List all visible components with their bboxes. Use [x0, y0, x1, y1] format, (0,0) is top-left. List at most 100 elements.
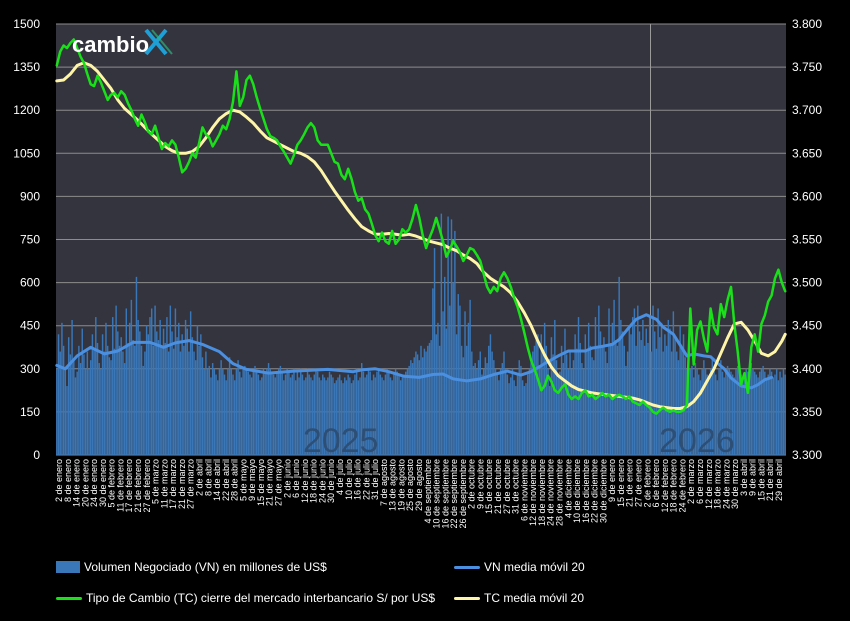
- volume-bar: [411, 363, 414, 455]
- volume-bar: [482, 368, 485, 455]
- left-tick-label: 300: [20, 362, 40, 376]
- volume-bar: [386, 368, 388, 455]
- volume-bar: [593, 360, 595, 455]
- x-tick-label: 2 de abril: [195, 459, 205, 496]
- volume-bar: [460, 345, 463, 455]
- x-tick-label: 25 de agosto: [405, 459, 415, 511]
- volume-bar: [504, 368, 507, 455]
- x-tick-label: 9 de abril: [748, 459, 758, 496]
- volume-bar: [261, 377, 263, 455]
- volume-bar: [457, 294, 459, 455]
- x-tick-label: 2 de octubre: [467, 459, 477, 509]
- volume-bar: [403, 374, 405, 455]
- volume-bar: [112, 317, 114, 455]
- volume-bar: [515, 386, 517, 455]
- volume-bar: [752, 368, 754, 455]
- x-tick-label: 22 de abril: [221, 459, 231, 501]
- volume-bar: [738, 371, 741, 455]
- volume-bar: [433, 248, 436, 455]
- volume-bar: [472, 365, 475, 455]
- x-tick-label: 19 de agosto: [396, 459, 406, 511]
- volume-bar: [466, 345, 468, 455]
- volume-bar: [399, 380, 402, 455]
- x-tick-label: 7 de agosto: [379, 459, 389, 506]
- volume-bar: [528, 368, 531, 455]
- legend-bars-label: Volumen Negociado (VN) en millones de US…: [84, 560, 327, 574]
- x-tick-label: 14 de abril: [212, 459, 222, 501]
- volume-bar: [489, 334, 492, 455]
- volume-bar: [654, 331, 656, 455]
- volume-bar: [135, 276, 138, 455]
- volume-bar: [565, 354, 568, 455]
- right-axis-ticks: 3.300 3.350 3.400 3.450 3.500 3.550 3.600 3.650…: [792, 17, 822, 462]
- volume-bar: [571, 368, 573, 455]
- volume-bar: [464, 311, 466, 455]
- volume-bar: [350, 383, 353, 455]
- volume-bar: [731, 374, 734, 455]
- volume-bar: [640, 340, 642, 455]
- volume-bar: [626, 351, 629, 455]
- volume-bar: [176, 337, 178, 455]
- volume-bar: [240, 377, 243, 455]
- volume-bar: [420, 345, 422, 455]
- volume-bar: [405, 371, 407, 455]
- volume-bar: [582, 368, 585, 455]
- x-tick-label: 2 de enero: [54, 459, 64, 502]
- volume-bar: [589, 345, 592, 455]
- volume-bar: [767, 374, 769, 455]
- volume-bar: [335, 380, 338, 455]
- volume-bar: [452, 282, 454, 455]
- volume-bar: [601, 345, 603, 455]
- volume-bar: [364, 377, 366, 455]
- volume-bar: [213, 368, 216, 455]
- x-tick-label: 24 de enero: [89, 459, 99, 507]
- volume-bar: [222, 368, 224, 455]
- volume-bar: [449, 305, 451, 455]
- x-tick-label: 21 de mayo: [265, 459, 275, 506]
- volume-bar: [725, 368, 727, 455]
- volume-bar: [337, 377, 339, 455]
- volume-bar: [753, 371, 756, 455]
- legend-tc-swatch: [56, 596, 82, 600]
- volume-bar: [374, 377, 376, 455]
- volume-bar: [134, 345, 136, 455]
- gridlines: [56, 23, 786, 456]
- volume-bar: [581, 363, 583, 455]
- volume-bar: [105, 322, 107, 455]
- volume-bar: [61, 322, 63, 455]
- volume-bar: [184, 319, 187, 455]
- x-tick-label: 13 de agosto: [388, 459, 398, 511]
- volume-bar: [242, 368, 244, 455]
- volume-bar: [545, 345, 548, 455]
- x-tick-label: 21 de octubre: [493, 459, 503, 514]
- x-tick-label: 18 de junio: [309, 459, 319, 503]
- volume-bar: [782, 368, 785, 455]
- volume-bar: [391, 380, 393, 455]
- x-tick-label: 9 de octubre: [476, 459, 486, 509]
- volume-bar: [195, 360, 197, 455]
- volume-bar: [408, 365, 410, 455]
- volume-bar: [220, 360, 222, 455]
- x-tick-label: 29 de agosto: [414, 459, 424, 511]
- volume-bar: [510, 377, 512, 455]
- volume-bar: [293, 368, 295, 455]
- volume-bar: [427, 345, 429, 455]
- volume-bar: [379, 374, 382, 455]
- volume-bar: [513, 380, 515, 455]
- volume-bar: [682, 334, 685, 455]
- volume-bar: [576, 348, 578, 455]
- volume-bar: [323, 377, 326, 455]
- x-tick-label: 12 de marzo: [704, 459, 714, 509]
- volume-bar: [488, 345, 490, 455]
- volume-bar: [662, 351, 664, 455]
- volume-bar: [198, 345, 200, 455]
- legend-tc-ma-swatch: [454, 596, 480, 600]
- volume-bar: [735, 368, 737, 455]
- x-tick-label: 2 de junio: [282, 459, 292, 498]
- volume-bar: [760, 368, 763, 455]
- x-tick-label: 16 de julio: [353, 459, 363, 500]
- legend-bars: Volumen Negociado (VN) en millones de US…: [56, 560, 327, 574]
- volume-bar: [594, 317, 597, 455]
- volume-bar: [435, 334, 437, 455]
- volume-bar: [327, 377, 329, 455]
